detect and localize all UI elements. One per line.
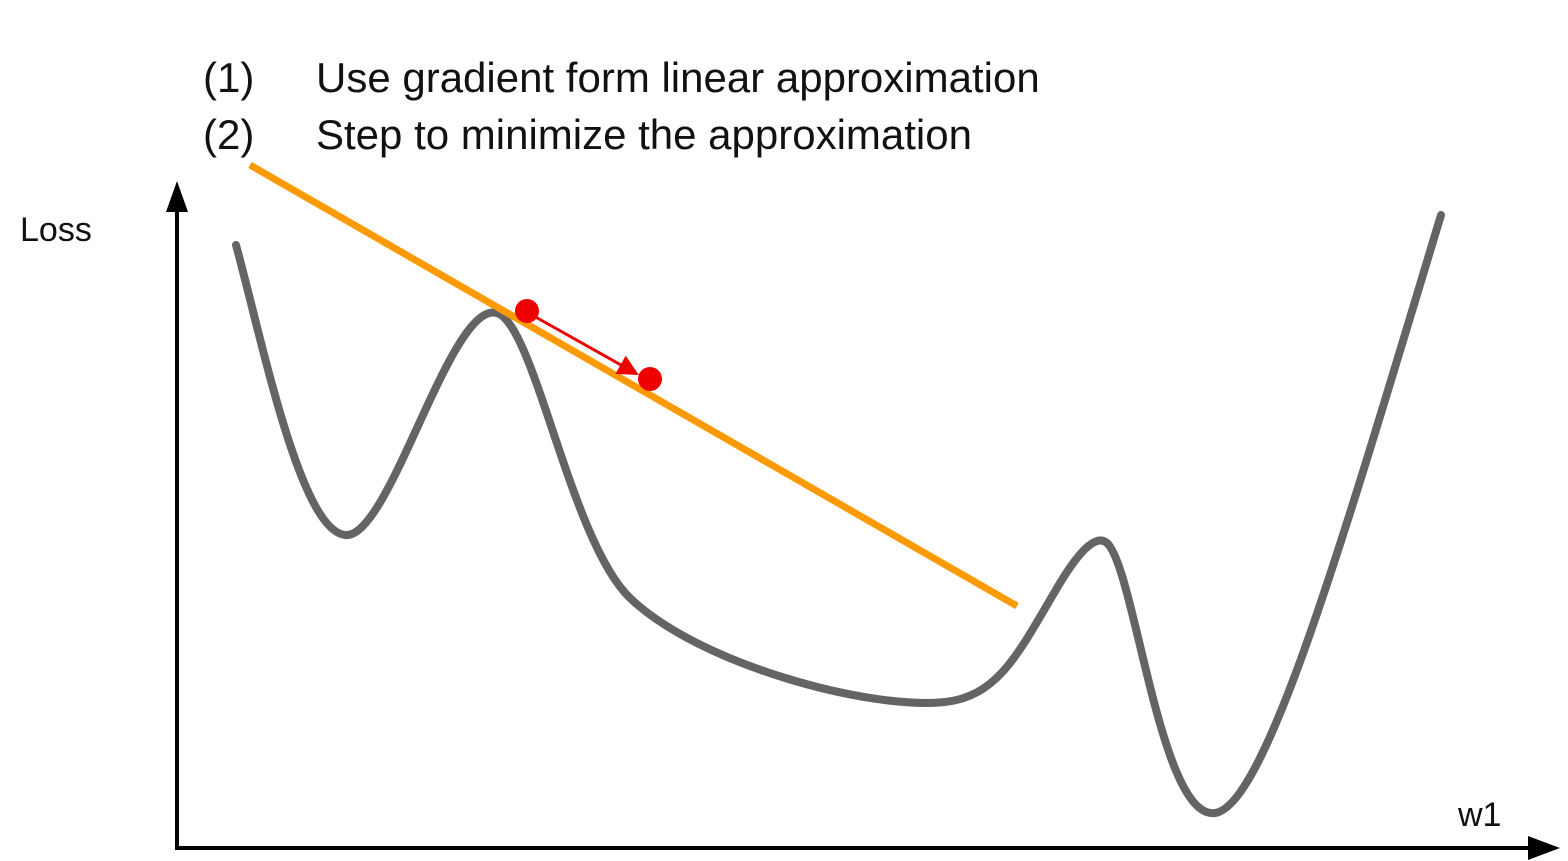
step-2-number: (2) — [203, 111, 255, 158]
y-axis-label: Loss — [20, 211, 92, 249]
current-point — [515, 299, 539, 323]
next-point — [638, 367, 662, 391]
loss-curve — [232, 211, 1445, 817]
step-1-number: (1) — [203, 54, 255, 101]
tangent-line — [248, 161, 1019, 610]
step-arrow — [531, 313, 639, 376]
x-axis-arrowhead — [1528, 836, 1560, 860]
x-axis-label: w1 — [1458, 796, 1502, 834]
step-1-text: Use gradient form linear approximation — [316, 54, 1040, 101]
step-2-text: Step to minimize the approximation — [316, 111, 972, 158]
y-axis-arrowhead — [166, 181, 188, 212]
